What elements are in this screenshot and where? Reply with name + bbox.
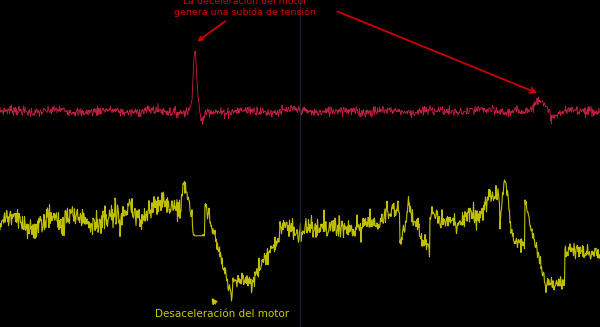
Text: Desaceleración del motor: Desaceleración del motor <box>155 300 289 319</box>
Text: La deceleración del motor
genera una subida de tensión: La deceleración del motor genera una sub… <box>174 0 316 40</box>
